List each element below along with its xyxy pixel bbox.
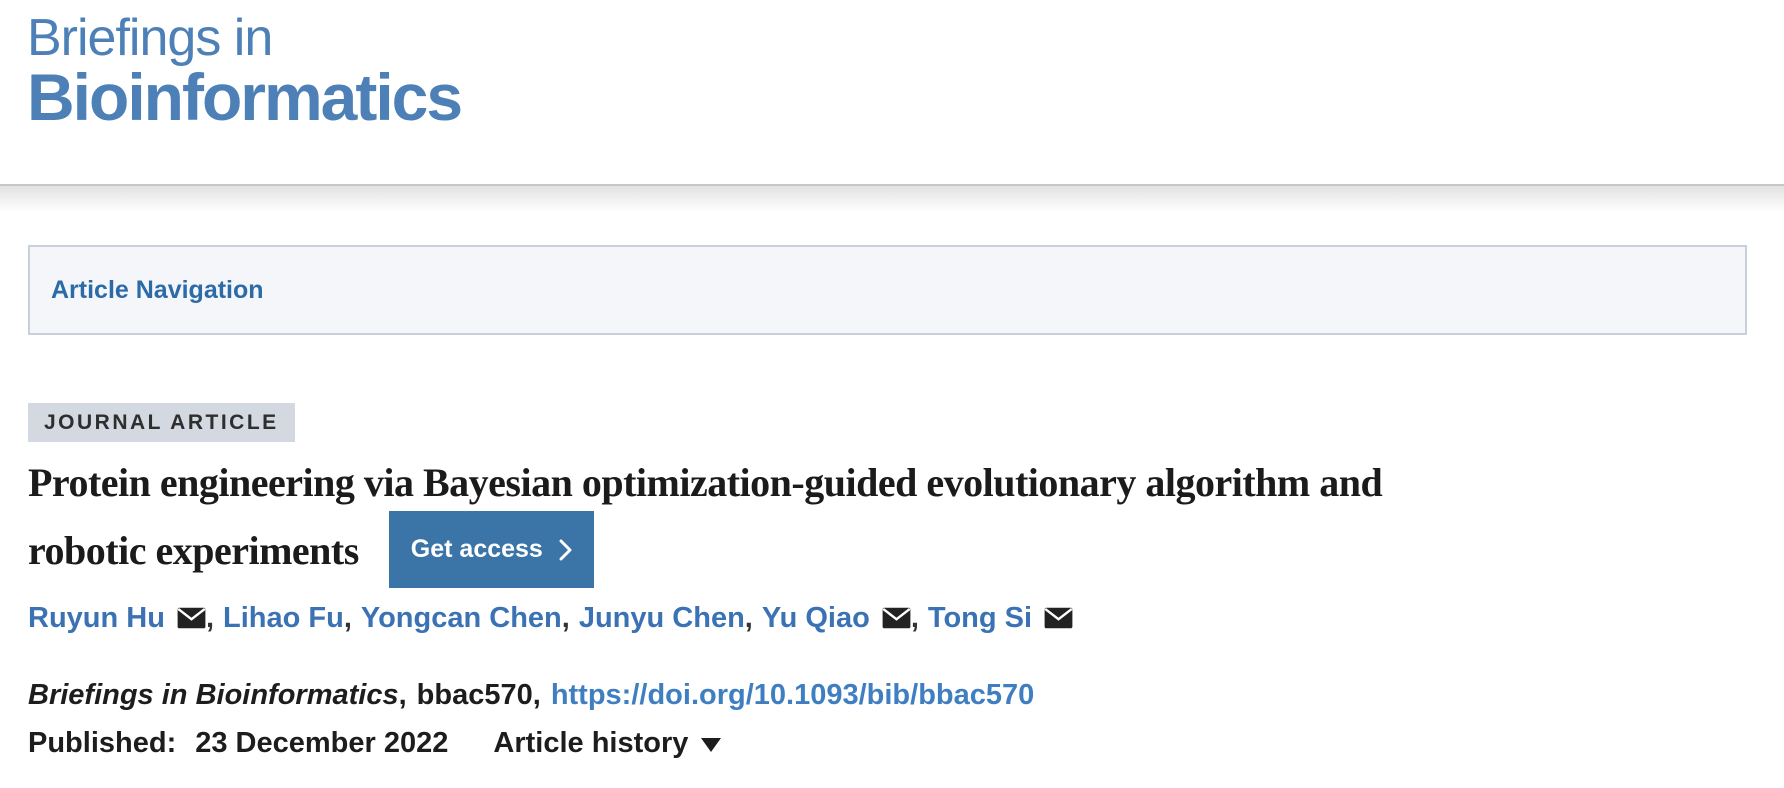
caret-down-icon: [701, 737, 722, 752]
article-history-label: Article history: [493, 726, 689, 759]
article-header-content: JOURNAL ARTICLE Protein engineering via …: [28, 335, 1747, 760]
journal-header: Briefings in Bioinformatics: [0, 0, 1784, 130]
author-link[interactable]: Ruyun Hu: [28, 602, 165, 635]
author-separator: ,: [910, 602, 919, 635]
published-label: Published:: [28, 726, 177, 759]
journal-logo[interactable]: Briefings in Bioinformatics: [0, 0, 1784, 130]
header-divider: [0, 184, 1784, 213]
journal-name: Briefings in Bioinformatics: [28, 678, 399, 711]
envelope-icon[interactable]: [882, 607, 911, 629]
author-separator: ,: [343, 602, 352, 635]
get-access-button[interactable]: Get access: [388, 511, 594, 589]
citation-line: Briefings in Bioinformatics, bbac570, http…: [28, 679, 1747, 712]
get-access-label: Get access: [410, 535, 543, 564]
journal-logo-line2: Bioinformatics: [27, 60, 463, 135]
envelope-icon[interactable]: [1044, 607, 1073, 629]
article-type-badge: JOURNAL ARTICLE: [28, 403, 295, 443]
article-navigation-bar[interactable]: Article Navigation: [28, 245, 1747, 336]
envelope-icon[interactable]: [177, 607, 206, 629]
author-separator: ,: [744, 602, 753, 635]
doi-link[interactable]: https://doi.org/10.1093/bib/bbac570: [550, 678, 1035, 711]
article-title: Protein engineering via Bayesian optimiz…: [28, 454, 1747, 589]
article-navigation-link[interactable]: Article Navigation: [51, 275, 264, 304]
author-list: Ruyun Hu, Lihao Fu, Yongcan Chen, Junyu Che…: [28, 601, 1747, 636]
author-link[interactable]: Yongcan Chen: [360, 602, 562, 635]
citation-separator: ,: [398, 678, 407, 711]
citation-separator: ,: [532, 678, 541, 711]
author-separator: ,: [561, 602, 570, 635]
author-link[interactable]: Tong Si: [927, 602, 1033, 635]
article-id: bbac570: [416, 678, 533, 711]
article-title-line2: robotic experiments: [28, 528, 359, 574]
journal-logo-line1: Briefings in: [27, 9, 273, 67]
author-link[interactable]: Yu Qiao: [761, 602, 870, 635]
chevron-right-icon: [559, 539, 572, 561]
published-date: 23 December 2022: [195, 726, 449, 759]
article-history-toggle[interactable]: Article history: [493, 726, 722, 760]
article-title-line1: Protein engineering via Bayesian optimiz…: [28, 460, 1383, 506]
author-separator: ,: [205, 602, 214, 635]
published-row: Published: 23 December 2022 Article hist…: [28, 727, 1747, 760]
author-link[interactable]: Junyu Chen: [578, 602, 745, 635]
author-link[interactable]: Lihao Fu: [223, 602, 344, 635]
